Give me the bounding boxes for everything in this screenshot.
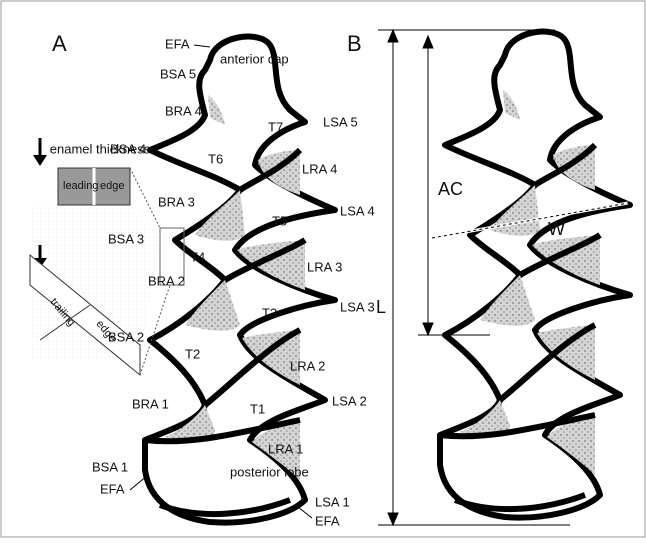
label: BRA 3	[158, 194, 195, 209]
label: BSA 1	[92, 459, 128, 474]
label: posterior lobe	[230, 464, 309, 479]
panel-label: A	[52, 31, 67, 56]
label: BSA 5	[160, 66, 196, 81]
label: BSA 2	[108, 329, 144, 344]
label: BRA 2	[148, 273, 185, 288]
label: BRA 4	[165, 103, 202, 118]
label: BSA 3	[108, 231, 144, 246]
label: T3	[262, 305, 277, 320]
panel-label: B	[347, 31, 362, 56]
label: LRA 4	[302, 161, 337, 176]
label: LSA 4	[340, 203, 375, 218]
label: EFA	[165, 36, 190, 51]
label: T2	[185, 346, 200, 361]
inset-label: edge	[100, 180, 124, 192]
label: BSA 4	[110, 141, 146, 156]
label: T6	[208, 151, 223, 166]
label: LRA 3	[307, 259, 342, 274]
label: LSA 1	[315, 494, 350, 509]
label: LRA 1	[268, 441, 303, 456]
label: anterior cap	[220, 51, 289, 66]
label: T4	[190, 249, 205, 264]
label: EFA	[100, 481, 125, 496]
label: EFA	[315, 513, 340, 528]
label: BRA 1	[132, 396, 169, 411]
measure-label: AC	[438, 179, 463, 199]
inset-label: leading	[63, 180, 98, 192]
measure-label: W	[548, 219, 565, 239]
label: T7	[268, 119, 283, 134]
figure: A B AC W L enamel thickness leading edge…	[0, 0, 646, 538]
label: LSA 5	[323, 114, 358, 129]
label: LRA 2	[290, 358, 325, 373]
measure-label: L	[376, 297, 386, 317]
label: LSA 3	[340, 299, 375, 314]
label: T1	[250, 401, 265, 416]
label: LSA 2	[332, 393, 367, 408]
label: T5	[272, 213, 287, 228]
